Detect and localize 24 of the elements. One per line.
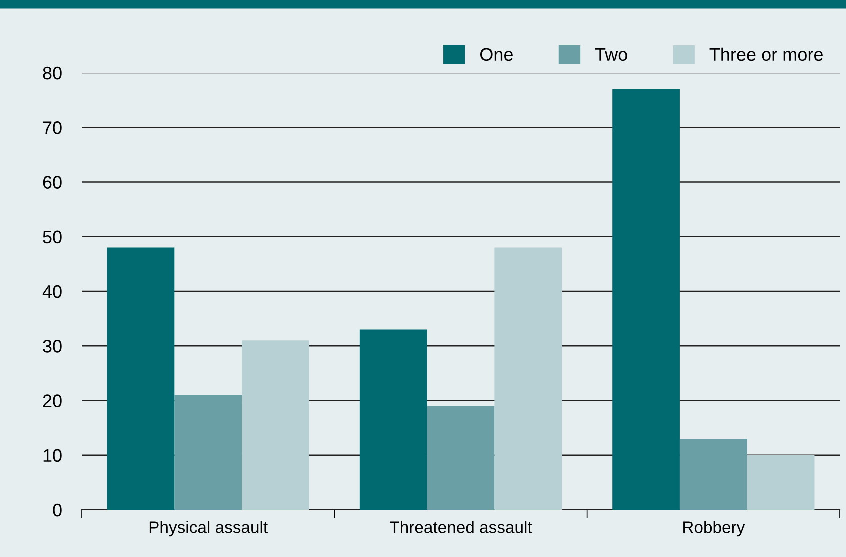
y-tick-label: 0 — [53, 504, 62, 517]
x-tick-label: Threatened assault — [390, 521, 532, 534]
bar — [680, 438, 748, 510]
bar — [612, 89, 680, 510]
y-tick-label: 30 — [43, 340, 62, 353]
y-tick-label: 40 — [42, 285, 62, 298]
y-tick-label: 50 — [43, 230, 62, 244]
x-tick-label: Physical assault — [150, 521, 268, 537]
bar — [360, 330, 428, 510]
legend-label: Three or more — [710, 48, 823, 62]
bar — [242, 340, 310, 510]
y-tick-label: 20 — [43, 394, 62, 408]
legend-label: One — [480, 48, 513, 62]
bar — [494, 248, 562, 510]
bar — [107, 248, 175, 510]
x-tick-label: Robbery — [684, 521, 746, 537]
y-tick-label: 80 — [43, 66, 62, 80]
y-tick-label: 60 — [43, 176, 62, 189]
bar — [174, 395, 242, 510]
legend-label: Two — [595, 48, 628, 62]
bar — [747, 455, 815, 510]
y-tick-label: 70 — [43, 122, 62, 134]
bar — [427, 406, 495, 510]
y-tick-label: 10 — [44, 449, 62, 462]
